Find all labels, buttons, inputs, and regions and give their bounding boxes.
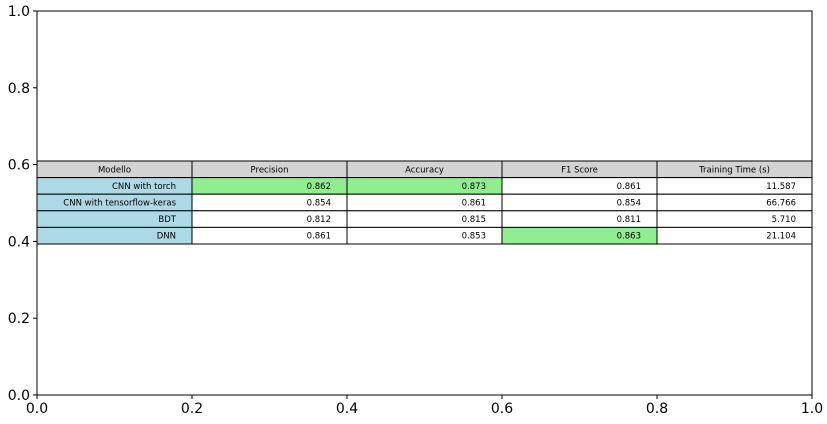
y-tick-label: 0.0 [8,388,30,404]
y-tick-label: 0.4 [8,234,30,250]
results-table: Modello Precision Accuracy F1 Score Training… [36,160,813,245]
header-cell: Training Time (s) [698,165,770,175]
table-cell: 0.862 [307,182,331,192]
table-cell: 66.766 [766,199,796,209]
table-cell: 0.854 [307,199,331,209]
row-label-cell: DNN [157,232,176,242]
x-tick-label: 0.0 [26,401,48,417]
table-cell: 0.854 [617,199,641,209]
table-cell: 11.587 [766,182,796,192]
header-cell: Modello [98,165,131,175]
table-cell: 0.811 [617,215,641,225]
row-label-cell: CNN with torch [112,182,176,192]
y-tick-label: 0.6 [8,158,30,174]
table-cell: 21.104 [766,232,796,242]
x-tick-label: 0.8 [646,401,668,417]
table-cell: 0.812 [307,215,331,225]
table-cell: 0.861 [462,199,486,209]
y-tick-label: 0.2 [8,311,30,327]
header-cell: Precision [251,165,289,175]
table-cell: 0.815 [462,215,486,225]
x-tick-label: 0.6 [491,401,513,417]
table-cell: 0.863 [617,232,641,242]
x-tick-label: 0.4 [336,401,358,417]
header-cell: Accuracy [405,165,444,175]
x-tick-label: 1.0 [801,401,823,417]
table-cell: 5.710 [772,215,796,225]
header-cell: F1 Score [561,165,598,175]
table-cell: 0.853 [462,232,486,242]
table-cell: 0.861 [307,232,331,242]
row-label-cell: BDT [158,215,176,225]
x-tick-label: 0.2 [181,401,203,417]
row-label-cell: CNN with tensorflow-keras [63,199,176,209]
table-cell: 0.873 [462,182,486,192]
table-cell-bg [656,226,813,245]
table-cell: 0.861 [617,182,641,192]
y-tick-label: 1.0 [8,4,30,20]
axes: 0.0 0.2 0.4 0.6 0.8 1.0 0.0 0.2 0.4 0.6 0.8 1.0 [8,4,823,417]
y-tick-label: 0.8 [8,81,30,97]
